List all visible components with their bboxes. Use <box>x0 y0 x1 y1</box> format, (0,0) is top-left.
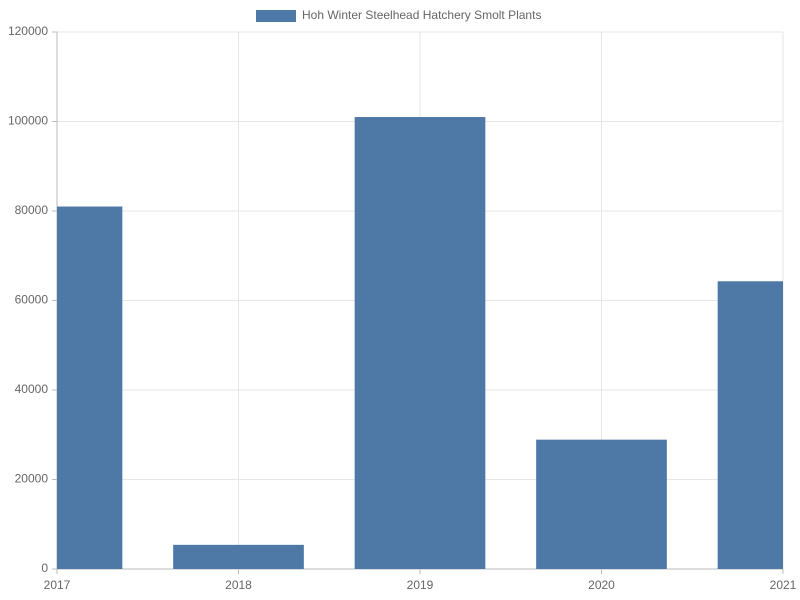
y-tick-label: 20000 <box>15 472 49 486</box>
bar <box>536 439 667 569</box>
x-tick-label: 2020 <box>588 578 615 592</box>
legend-swatch <box>256 10 296 22</box>
y-tick-label: 80000 <box>15 203 49 217</box>
x-tick-label: 2021 <box>770 578 797 592</box>
legend-label[interactable]: Hoh Winter Steelhead Hatchery Smolt Plan… <box>302 8 541 22</box>
y-tick-label: 100000 <box>8 114 48 128</box>
y-tick-label: 60000 <box>15 293 49 307</box>
x-tick-label: 2018 <box>225 578 252 592</box>
bar <box>717 281 783 569</box>
y-tick-label: 0 <box>41 561 48 575</box>
bar <box>57 206 123 569</box>
bar <box>354 117 486 569</box>
y-tick-label: 40000 <box>15 382 49 396</box>
y-tick-label: 120000 <box>8 24 48 38</box>
legend[interactable]: Hoh Winter Steelhead Hatchery Smolt Plan… <box>256 8 541 22</box>
x-tick-label: 2017 <box>44 578 71 592</box>
x-tick-label: 2019 <box>407 578 434 592</box>
bar <box>173 544 304 569</box>
